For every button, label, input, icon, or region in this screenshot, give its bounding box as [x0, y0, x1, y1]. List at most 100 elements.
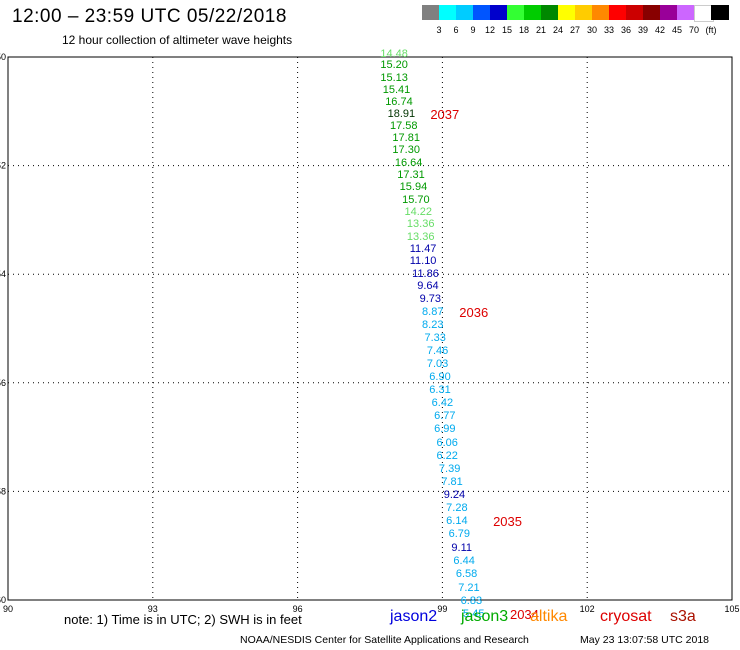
wave-height-value: 16.64	[394, 156, 423, 169]
color-scale-label: 6	[453, 25, 459, 35]
wave-height-value: 9.73	[419, 292, 442, 305]
color-scale-label: 18	[518, 25, 529, 35]
wave-height-value: 15.13	[380, 71, 408, 84]
pass-time-label: 2036	[459, 305, 489, 321]
wave-height-value: 6.90	[429, 371, 451, 384]
wave-height-value: 7.81	[441, 475, 463, 488]
color-scale-label: 45	[671, 25, 682, 35]
wave-height-value: 17.31	[397, 169, 425, 182]
color-swatch	[711, 5, 729, 20]
color-scale-label: 39	[637, 25, 648, 35]
wave-height-value: 15.41	[382, 83, 411, 96]
wave-height-value: 6.99	[434, 423, 456, 436]
wave-height-value: 6.31	[429, 384, 451, 397]
wave-height-value: 13.36	[406, 218, 435, 231]
latitude-label: -58	[0, 486, 6, 496]
color-scale-label: 12	[484, 25, 495, 35]
wave-height-value: 6.77	[434, 410, 456, 423]
color-swatch	[558, 5, 576, 20]
color-scale-label: 24	[552, 25, 563, 35]
wave-height-value: 8.23	[422, 319, 444, 332]
wave-height-value: 7.39	[438, 462, 461, 475]
credit-text: NOAA/NESDIS Center for Satellite Applica…	[240, 634, 529, 646]
color-scale-label: 3	[436, 25, 442, 35]
wave-height-value: 9.24	[443, 488, 466, 501]
color-swatch	[592, 5, 610, 20]
longitude-label: 99	[437, 604, 447, 614]
satellite-s3a-label: s3a	[670, 608, 696, 625]
page-subtitle: 12 hour collection of altimeter wave hei…	[62, 33, 293, 47]
map-frame	[7, 56, 733, 601]
satellite-cryosat-label: cryosat	[600, 608, 652, 625]
wave-height-value: 17.30	[392, 144, 420, 157]
color-swatch	[422, 5, 440, 20]
color-scale-label: 70	[688, 25, 699, 35]
wave-height-value: 17.81	[392, 132, 420, 145]
color-swatch	[677, 5, 695, 20]
pass-time-label: 2034	[509, 606, 539, 622]
longitude-label: 93	[148, 604, 158, 614]
wave-height-value: 15.70	[402, 193, 430, 206]
latitude-label: -54	[0, 269, 6, 279]
color-scale-label: 30	[586, 25, 597, 35]
wave-height-value: 11.86	[412, 267, 439, 280]
color-swatch	[541, 5, 559, 20]
wave-height-value: 6.44	[453, 554, 475, 567]
color-scale-label: 27	[569, 25, 580, 35]
wave-height-value: 14.22	[404, 206, 433, 219]
wave-height-value: 9.11	[451, 541, 472, 554]
color-swatch	[643, 5, 661, 20]
satellite-altika-label: altika	[530, 608, 568, 625]
wave-height-value: 7.21	[458, 581, 480, 594]
color-swatch	[439, 5, 457, 20]
color-scale-label: 15	[501, 25, 512, 35]
wave-height-value: 6.06	[436, 436, 458, 449]
color-scale-label: 33	[603, 25, 614, 35]
wave-height-value: 5.45	[463, 608, 485, 621]
latitude-label: -50	[0, 52, 6, 62]
color-scale-label: (ft)	[705, 25, 717, 35]
pass-time-label: 2035	[493, 514, 522, 530]
units-note: note: 1) Time is in UTC; 2) SWH is in fe…	[64, 612, 302, 627]
wave-height-value: 15.20	[380, 59, 408, 72]
wave-height-value: 6.79	[448, 528, 470, 541]
wave-height-value: 6.58	[455, 568, 478, 581]
wave-height-value: 9.64	[417, 280, 439, 293]
wave-height-value: 7.33	[424, 332, 446, 345]
color-swatch	[524, 5, 542, 20]
latitude-label: -56	[0, 378, 6, 388]
satellite-jason3-label: jason3	[461, 608, 509, 625]
color-scale-label: 21	[535, 25, 546, 35]
latitude-label: -52	[0, 161, 6, 171]
longitude-label: 105	[724, 604, 739, 614]
wave-height-value: 7.46	[426, 345, 449, 358]
longitude-label: 102	[580, 604, 595, 614]
wave-height-value: 6.83	[460, 595, 483, 608]
pass-time-label: 2037	[430, 107, 460, 122]
longitude-label: 90	[3, 604, 13, 614]
page-title: 12:00 – 23:59 UTC 05/22/2018	[12, 6, 287, 27]
satellite-jason2-label: jason2	[390, 608, 438, 625]
wave-height-value: 17.58	[390, 119, 418, 132]
wave-height-value: 6.42	[431, 397, 454, 410]
wave-height-value: 11.47	[409, 243, 437, 256]
wave-height-value: 11.10	[409, 255, 437, 268]
color-swatch	[609, 5, 627, 20]
color-swatch	[626, 5, 644, 20]
longitude-label: 96	[293, 604, 303, 614]
wave-height-value: 13.36	[406, 230, 435, 243]
timestamp-text: May 23 13:07:58 UTC 2018	[580, 634, 709, 646]
wave-height-value: 8.87	[422, 306, 444, 319]
wave-height-value: 6.14	[446, 515, 468, 528]
wave-height-value: 14.48	[380, 48, 408, 61]
wave-height-value: 6.22	[436, 449, 458, 462]
color-swatch	[490, 5, 508, 20]
color-scale-label: 36	[620, 25, 631, 35]
wave-height-value: 16.74	[385, 96, 413, 109]
color-scale-label: 9	[470, 25, 476, 35]
color-swatch	[507, 5, 525, 20]
color-scale-label: 42	[654, 25, 665, 35]
color-swatch	[575, 5, 593, 20]
latitude-label: -60	[0, 595, 6, 605]
